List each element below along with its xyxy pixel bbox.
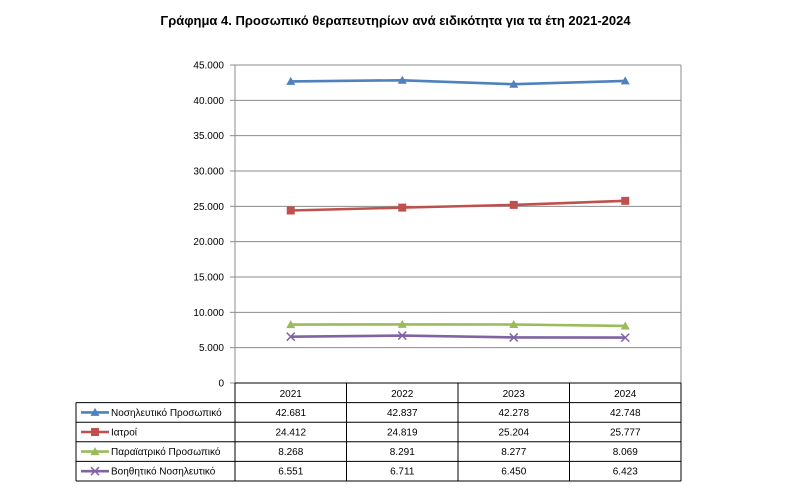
marker-triangle	[620, 76, 630, 85]
y-tick-label: 35.000	[193, 131, 224, 142]
gridlines	[230, 64, 682, 384]
marker-triangle	[620, 321, 630, 330]
marker-triangle	[286, 320, 296, 329]
y-tick-label: 25.000	[193, 202, 224, 213]
table-data-label: 25.777	[610, 428, 641, 439]
y-tick-label: 45.000	[193, 61, 224, 72]
table-data-label: 42.837	[387, 408, 418, 419]
table-data-label: 8.291	[390, 447, 415, 458]
series-line	[290, 199, 626, 212]
x-category-label: 2023	[503, 389, 526, 400]
marker-square	[286, 206, 295, 215]
marker-x	[509, 332, 519, 342]
legend-series-name: Ιατροί	[111, 427, 138, 439]
marker-x	[620, 333, 630, 343]
y-tick-label: 10.000	[193, 308, 224, 319]
y-tick-label: 20.000	[193, 237, 224, 248]
x-category-label: 2022	[391, 389, 414, 400]
x-category-label: 2024	[614, 389, 637, 400]
table-data-label: 25.204	[498, 428, 529, 439]
table-data-label: 42.278	[498, 408, 529, 419]
y-axis-ticks: 0 5.000 10.000 15.000 20.000 25.000 30.000 35.0…	[193, 61, 224, 390]
y-tick-label: 0	[218, 379, 224, 390]
marker-square	[91, 428, 99, 436]
marker-triangle	[286, 76, 296, 85]
chart-title: Γράφημα 4. Προσωπικό θεραπευτηρίων ανά ε…	[160, 13, 631, 28]
series-line	[290, 334, 626, 339]
y-tick-label: 40.000	[193, 96, 224, 107]
marker-x	[286, 332, 296, 342]
series-line	[290, 323, 626, 328]
table-data-label: 42.748	[610, 408, 641, 419]
y-tick-label: 15.000	[193, 273, 224, 284]
y-tick-label: 30.000	[193, 167, 224, 178]
marker-triangle	[397, 75, 407, 84]
legend-series-name: Παραϊατρικό Προσωπικό	[111, 446, 221, 458]
table-data-label: 24.819	[387, 428, 418, 439]
table-data-label: 42.681	[275, 408, 306, 419]
marker-triangle	[90, 407, 100, 416]
marker-triangle	[397, 319, 407, 328]
table-data-label: 8.277	[501, 447, 526, 458]
marker-x	[397, 331, 407, 341]
marker-triangle	[509, 320, 519, 329]
table-data-label: 6.711	[390, 467, 415, 478]
marker-x	[90, 466, 100, 476]
table-data-label: 6.450	[501, 467, 526, 478]
table-data-label: 24.412	[275, 428, 306, 439]
table-data-label: 8.069	[613, 447, 638, 458]
marker-triangle	[90, 447, 100, 456]
table-data-label: 8.268	[278, 447, 303, 458]
table-data-label: 6.423	[613, 467, 638, 478]
marker-square	[398, 203, 407, 212]
table-data-label: 6.551	[278, 467, 303, 478]
marker-square	[509, 200, 518, 209]
x-category-label: 2021	[280, 389, 303, 400]
legend-series-name: Βοηθητικό Νοσηλευτικό	[111, 466, 216, 478]
y-tick-label: 5.000	[199, 343, 224, 354]
legend-series-name: Νοσηλευτικό Προσωπικό	[111, 407, 222, 419]
marker-triangle	[509, 79, 519, 88]
series-lines	[286, 75, 630, 343]
series-line	[290, 78, 626, 86]
data-table: 2021 2022 2023 2024 Νοσηλευτικό Προσωπικό 42.…	[75, 382, 682, 482]
marker-square	[621, 196, 630, 205]
